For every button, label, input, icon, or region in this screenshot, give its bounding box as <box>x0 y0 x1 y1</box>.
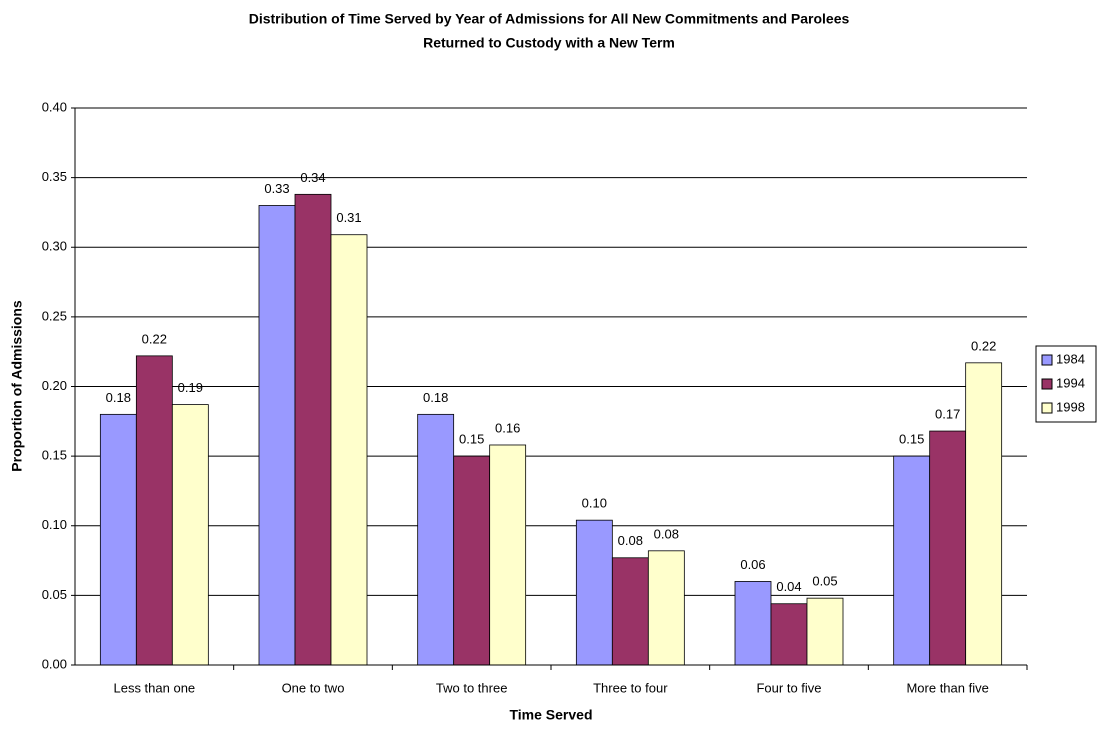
x-tick-label: Two to three <box>436 680 508 695</box>
bar <box>965 362 1003 666</box>
bar <box>99 413 137 666</box>
y-tick-label: 0.25 <box>42 308 67 323</box>
value-label: 0.16 <box>495 420 520 435</box>
bar <box>135 355 173 666</box>
x-tick-label: Less than one <box>113 680 195 695</box>
bar <box>611 557 649 666</box>
value-label: 0.15 <box>459 432 484 447</box>
value-label: 0.22 <box>971 338 996 353</box>
legend-label: 1984 <box>1056 351 1085 366</box>
x-tick-label: More than five <box>906 680 988 695</box>
y-tick-label: 0.15 <box>42 448 67 463</box>
bar <box>734 581 772 666</box>
chart-subtitle: Returned to Custody with a New Term <box>423 35 675 51</box>
y-tick-label: 0.40 <box>42 99 67 114</box>
bar <box>575 519 613 666</box>
bar <box>893 455 931 666</box>
legend-swatch <box>1041 378 1053 390</box>
value-label: 0.08 <box>618 533 643 548</box>
x-tick-label: Four to five <box>756 680 821 695</box>
y-tick-label: 0.35 <box>42 169 67 184</box>
legend-label: 1994 <box>1056 375 1085 390</box>
value-label: 0.33 <box>264 181 289 196</box>
value-label: 0.04 <box>776 579 801 594</box>
bar <box>294 193 332 666</box>
x-tick-label: Three to four <box>593 680 668 695</box>
value-label: 0.10 <box>582 496 607 511</box>
bar <box>770 603 808 666</box>
value-label: 0.06 <box>740 557 765 572</box>
bar <box>258 205 296 666</box>
x-tick-label: One to two <box>282 680 345 695</box>
y-tick-label: 0.05 <box>42 587 67 602</box>
y-axis-label: Proportion of Admissions <box>9 300 25 472</box>
chart-title: Distribution of Time Served by Year of A… <box>249 11 850 27</box>
bar <box>489 444 527 666</box>
value-label: 0.15 <box>899 432 924 447</box>
bar <box>417 413 455 666</box>
value-label: 0.19 <box>178 380 203 395</box>
bar <box>330 234 368 666</box>
bar <box>453 455 491 666</box>
y-tick-label: 0.30 <box>42 239 67 254</box>
value-label: 0.18 <box>423 390 448 405</box>
legend-label: 1998 <box>1056 399 1085 414</box>
bar <box>929 430 967 666</box>
value-label: 0.22 <box>142 331 167 346</box>
value-label: 0.31 <box>336 210 361 225</box>
y-tick-label: 0.10 <box>42 517 67 532</box>
x-axis-label: Time Served <box>509 707 592 723</box>
y-tick-label: 0.00 <box>42 656 67 671</box>
value-label: 0.18 <box>106 390 131 405</box>
bar <box>647 550 685 666</box>
value-label: 0.05 <box>812 574 837 589</box>
legend-swatch <box>1041 354 1053 366</box>
bar <box>806 597 844 666</box>
y-tick-label: 0.20 <box>42 378 67 393</box>
legend-swatch <box>1041 402 1053 414</box>
value-label: 0.34 <box>300 170 325 185</box>
bar <box>171 404 209 666</box>
value-label: 0.17 <box>935 406 960 421</box>
value-label: 0.08 <box>654 526 679 541</box>
